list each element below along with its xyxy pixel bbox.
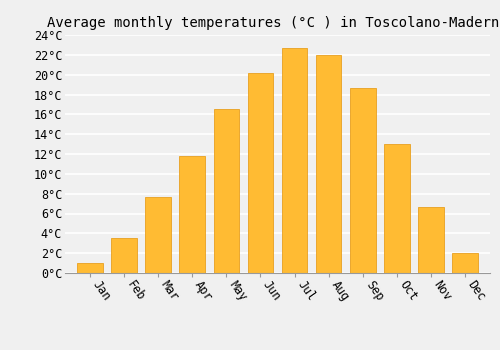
Bar <box>384 144 409 273</box>
Bar <box>77 263 102 273</box>
Bar <box>111 238 136 273</box>
Bar <box>180 156 205 273</box>
Bar <box>248 73 273 273</box>
Bar <box>350 88 376 273</box>
Bar <box>452 253 478 273</box>
Bar <box>418 206 444 273</box>
Bar <box>214 109 239 273</box>
Bar <box>146 197 171 273</box>
Bar <box>316 55 342 273</box>
Title: Average monthly temperatures (°C ) in Toscolano-Maderno: Average monthly temperatures (°C ) in To… <box>47 16 500 30</box>
Bar <box>282 48 308 273</box>
